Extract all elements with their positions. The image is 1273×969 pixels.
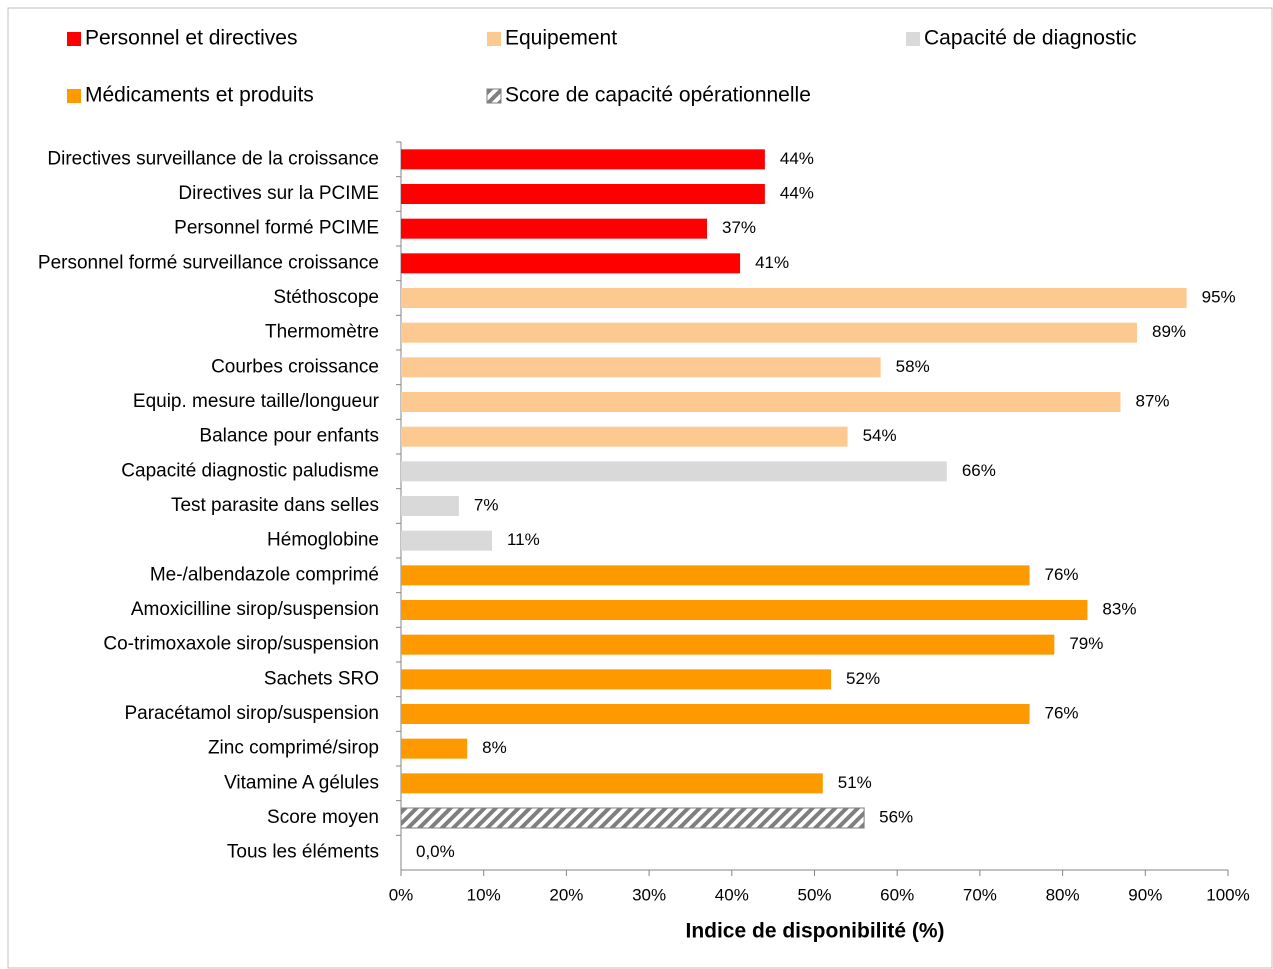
- x-tick-label: 70%: [963, 885, 997, 904]
- bar: [401, 530, 492, 551]
- frame: [7, 7, 1273, 969]
- legend-swatch: [67, 89, 81, 103]
- x-tick-label: 10%: [467, 885, 501, 904]
- legend-swatch: [486, 88, 502, 104]
- value-label: 44%: [780, 183, 814, 202]
- y-tick-label: Amoxicilline sirop/suspension: [131, 599, 379, 620]
- y-tick-label: Courbes croissance: [211, 356, 379, 377]
- bar: [401, 253, 741, 274]
- bar: [401, 496, 459, 516]
- bar: [401, 322, 1138, 343]
- bar: [401, 634, 1055, 655]
- y-tick-label: Co-trimoxaxole sirop/suspension: [103, 634, 379, 655]
- y-tick-label: Thermomètre: [265, 322, 379, 343]
- x-tick-label: 100%: [1206, 885, 1249, 904]
- bar: [401, 773, 823, 794]
- y-tick-label: Stéthoscope: [273, 287, 379, 308]
- value-label: 95%: [1202, 287, 1236, 306]
- x-tick-label: 20%: [549, 885, 583, 904]
- y-tick-label: Paracétamol sirop/suspension: [124, 703, 379, 724]
- x-tick-label: 0%: [389, 885, 414, 904]
- bar: [401, 357, 881, 378]
- value-label: 76%: [1045, 565, 1079, 584]
- bar: [401, 184, 765, 204]
- value-label: 54%: [863, 426, 897, 445]
- value-label: 44%: [780, 149, 814, 168]
- bar: [401, 704, 1030, 724]
- value-label: 7%: [474, 495, 499, 514]
- value-label: 76%: [1045, 703, 1079, 722]
- value-label: 37%: [722, 218, 756, 237]
- bar: [401, 392, 1121, 412]
- x-tick-label: 30%: [632, 885, 666, 904]
- x-tick-label: 40%: [715, 885, 749, 904]
- value-label: 56%: [879, 807, 913, 826]
- bar: [400, 807, 865, 829]
- legend-swatch: [906, 32, 920, 46]
- bar: [401, 218, 707, 239]
- x-tick-label: 90%: [1128, 885, 1162, 904]
- value-label: 11%: [507, 530, 540, 549]
- value-label: 0,0%: [416, 842, 455, 861]
- value-label: 52%: [846, 669, 880, 688]
- legend-label: Médicaments et produits: [85, 84, 314, 107]
- value-label: 87%: [1135, 391, 1169, 410]
- value-label: 89%: [1152, 322, 1186, 341]
- x-tick-label: 80%: [1046, 885, 1080, 904]
- legend-swatch: [487, 32, 501, 46]
- x-tick-label: 50%: [797, 885, 831, 904]
- legend-swatch: [67, 32, 81, 46]
- bar: [401, 426, 848, 447]
- y-tick-label: Directives sur la PCIME: [178, 183, 379, 204]
- y-tick-label: Score moyen: [267, 807, 379, 828]
- y-tick-label: Capacité diagnostic paludisme: [121, 460, 379, 481]
- x-axis-title: Indice de disponibilité (%): [685, 920, 944, 943]
- y-tick-label: Directives surveillance de la croissance: [47, 148, 379, 169]
- bar: [401, 600, 1088, 620]
- y-tick-label: Tous les éléments: [227, 842, 379, 863]
- bar: [401, 461, 947, 482]
- legend-label: Score de capacité opérationnelle: [505, 84, 811, 107]
- bar: [401, 288, 1187, 308]
- y-tick-label: Zinc comprimé/sirop: [208, 738, 379, 759]
- y-tick-label: Vitamine A gélules: [224, 772, 379, 793]
- y-tick-label: Hémoglobine: [267, 530, 379, 551]
- legend-label: Equipement: [505, 27, 617, 50]
- y-tick-label: Personnel formé surveillance croissance: [38, 252, 379, 273]
- y-tick-label: Sachets SRO: [264, 668, 379, 689]
- y-tick-label: Personnel formé PCIME: [174, 218, 379, 239]
- bar: [401, 149, 765, 170]
- y-tick-label: Test parasite dans selles: [171, 495, 379, 516]
- value-label: 58%: [896, 357, 930, 376]
- y-tick-label: Equip. mesure taille/longueur: [133, 391, 380, 412]
- x-tick-label: 60%: [880, 885, 914, 904]
- y-tick-label: Balance pour enfants: [199, 426, 379, 447]
- legend-label: Capacité de diagnostic: [924, 27, 1136, 50]
- value-label: 41%: [755, 253, 789, 272]
- value-label: 51%: [838, 773, 872, 792]
- y-tick-label: Me-/albendazole comprimé: [150, 564, 379, 585]
- value-label: 79%: [1069, 634, 1103, 653]
- value-label: 83%: [1102, 599, 1136, 618]
- value-label: 8%: [482, 738, 507, 757]
- legend-label: Personnel et directives: [85, 27, 297, 50]
- value-label: 66%: [962, 461, 996, 480]
- bar: [401, 669, 832, 690]
- bar: [401, 738, 468, 759]
- bar: [401, 565, 1030, 586]
